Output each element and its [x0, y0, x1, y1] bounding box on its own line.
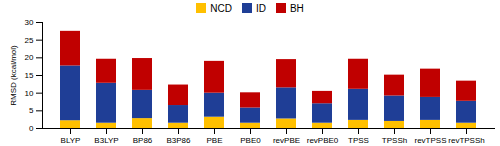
svg-text:0: 0	[29, 124, 34, 133]
svg-text:RMSD (kcal/mol): RMSD (kcal/mol)	[9, 45, 18, 106]
svg-text:TPSS: TPSS	[348, 136, 369, 145]
svg-text:BLYP: BLYP	[61, 136, 81, 145]
svg-text:30: 30	[25, 18, 34, 27]
html-text:BH: BH	[289, 2, 304, 14]
svg-text:revTPSS: revTPSS	[414, 136, 446, 145]
svg-text:revTPSSh: revTPSSh	[448, 136, 484, 145]
svg-text:15: 15	[25, 71, 34, 80]
html-text:NCD: NCD	[210, 2, 232, 14]
svg-text:B3P86: B3P86	[166, 136, 191, 145]
svg-text:PBE: PBE	[206, 136, 222, 145]
svg-text:revPBE: revPBE	[273, 136, 300, 145]
svg-text:PBE0: PBE0	[240, 136, 261, 145]
svg-text:5: 5	[29, 106, 34, 115]
svg-text:BP86: BP86	[133, 136, 153, 145]
svg-text:20: 20	[25, 53, 34, 62]
svg-text:TPSSh: TPSSh	[382, 136, 407, 145]
svg-text:10: 10	[25, 89, 34, 98]
svg-text:B3LYP: B3LYP	[94, 136, 118, 145]
html-text:ID: ID	[255, 2, 266, 14]
svg-text:25: 25	[25, 36, 34, 45]
svg-text:revPBE0: revPBE0	[307, 136, 339, 145]
